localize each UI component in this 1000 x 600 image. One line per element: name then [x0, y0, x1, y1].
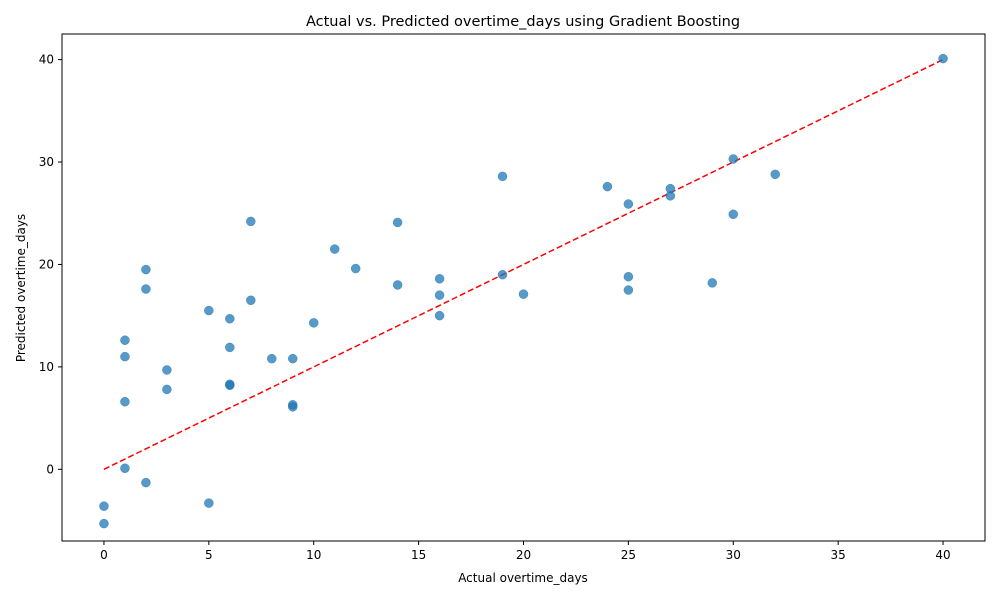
data-point: [204, 305, 214, 316]
data-point: [518, 289, 529, 299]
data-point: [623, 271, 634, 282]
data-point: [246, 216, 256, 227]
data-point: [350, 263, 361, 274]
data-point: [267, 353, 277, 364]
x-tick-label: 15: [411, 548, 426, 562]
data-point: [728, 209, 739, 220]
x-tick-label: 30: [726, 548, 741, 562]
data-point: [120, 351, 130, 362]
data-point: [770, 169, 780, 180]
y-tick-label: 0: [46, 462, 54, 476]
data-point: [728, 154, 739, 164]
data-point: [162, 365, 172, 375]
data-point: [120, 396, 130, 407]
y-tick-label: 30: [39, 155, 54, 169]
plot-area-frame: [61, 33, 986, 542]
reference-line: [103, 58, 944, 470]
y-tick-label: 10: [39, 360, 54, 374]
x-tick-label: 5: [205, 548, 213, 562]
data-point: [246, 295, 256, 306]
data-point: [141, 477, 151, 488]
data-point: [120, 335, 130, 345]
data-point: [434, 290, 445, 300]
data-point: [497, 171, 508, 182]
data-point: [392, 217, 403, 228]
data-point: [288, 353, 298, 364]
data-point: [308, 318, 319, 328]
data-point: [225, 342, 235, 353]
data-point: [120, 463, 130, 474]
x-tick-label: 20: [516, 548, 531, 562]
data-point: [225, 313, 235, 324]
data-point: [938, 53, 948, 64]
data-point: [434, 274, 445, 284]
reference-line-layer: [103, 58, 944, 470]
data-point: [99, 518, 109, 529]
y-tick-label: 40: [39, 53, 54, 67]
x-tick-label: 35: [831, 548, 846, 562]
chart-title: Actual vs. Predicted overtime_days using…: [306, 14, 740, 30]
x-tick-label: 25: [621, 548, 636, 562]
data-point: [162, 384, 172, 395]
data-point: [434, 310, 445, 321]
x-axis-label: Actual overtime_days: [458, 571, 588, 585]
y-tick-label: 20: [39, 257, 54, 271]
data-point: [623, 285, 634, 295]
data-point: [497, 269, 508, 280]
y-axis-label: Predicted overtime_days: [14, 214, 28, 362]
x-tick-label: 10: [306, 548, 321, 562]
data-point: [204, 498, 214, 508]
data-point: [141, 284, 151, 294]
y-axis-ticks: 0 10 20 30 40: [39, 53, 62, 476]
data-point: [707, 278, 718, 288]
x-axis-ticks: 0 5 10 15 20 25 30 35 40: [100, 541, 951, 562]
data-point: [665, 191, 676, 201]
data-points-layer: [99, 53, 948, 529]
x-tick-label: 40: [935, 548, 950, 562]
data-point: [329, 244, 340, 254]
data-point: [623, 199, 634, 209]
data-point: [392, 280, 403, 290]
x-tick-label: 0: [100, 548, 108, 562]
data-point: [99, 501, 109, 511]
data-point: [141, 264, 151, 275]
data-point: [602, 181, 613, 192]
data-point: [288, 402, 298, 412]
data-point: [225, 380, 235, 391]
